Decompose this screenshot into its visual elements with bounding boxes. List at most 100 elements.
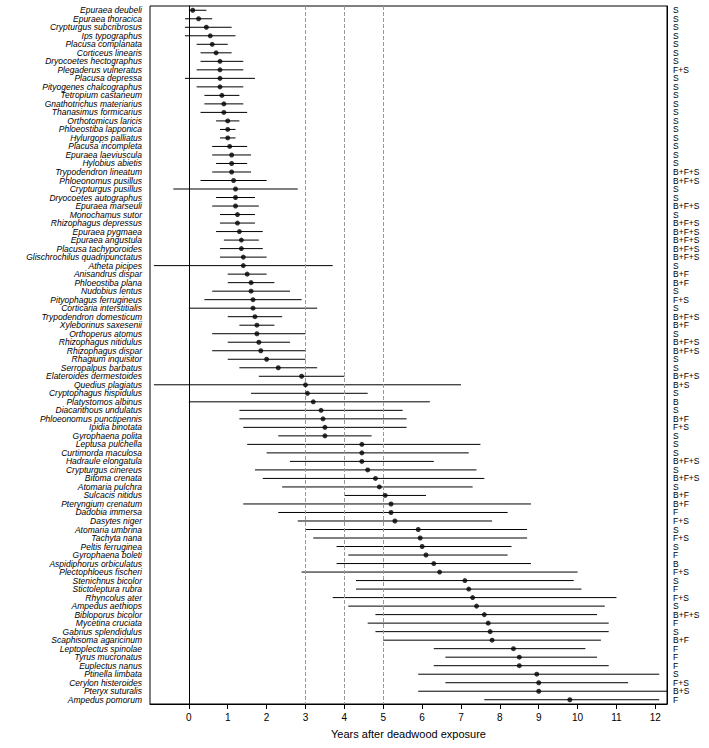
svg-text:F+S: F+S — [673, 64, 689, 75]
svg-text:Epuraea thoracica: Epuraea thoracica — [73, 13, 142, 24]
svg-text:Placusa depressa: Placusa depressa — [74, 73, 142, 84]
svg-text:Peltis ferruginea: Peltis ferruginea — [80, 541, 142, 552]
svg-text:9: 9 — [536, 712, 542, 723]
svg-text:Bibloporus bicolor: Bibloporus bicolor — [74, 609, 142, 620]
svg-text:Curtimorda maculosa: Curtimorda maculosa — [61, 447, 142, 458]
svg-text:Monochamus sutor: Monochamus sutor — [69, 209, 142, 220]
svg-text:Pityogenes chalcographus: Pityogenes chalcographus — [42, 81, 142, 92]
svg-text:Crypturgus subcribrosus: Crypturgus subcribrosus — [49, 22, 142, 33]
svg-text:Xyleborinus saxesenii: Xyleborinus saxesenii — [59, 320, 142, 331]
svg-text:B+F+S: B+F+S — [673, 235, 700, 246]
svg-text:Placusa tachyporoides: Placusa tachyporoides — [56, 243, 142, 254]
svg-text:11: 11 — [611, 712, 622, 723]
svg-text:Dryocoetes autographus: Dryocoetes autographus — [49, 192, 142, 203]
svg-text:Rhizophagus depressus: Rhizophagus depressus — [50, 218, 142, 229]
svg-text:Phloeonomus punctipennis: Phloeonomus punctipennis — [39, 413, 142, 424]
svg-text:Trypodendron domesticum: Trypodendron domesticum — [41, 311, 142, 322]
svg-text:Ptinella limbata: Ptinella limbata — [84, 669, 142, 680]
svg-text:Hadraule elongatula: Hadraule elongatula — [65, 456, 142, 467]
svg-text:Ips typographus: Ips typographus — [81, 30, 142, 41]
svg-text:F: F — [673, 695, 678, 705]
svg-text:Orthoperus atomus: Orthoperus atomus — [69, 328, 142, 339]
svg-text:Epuraea deubeli: Epuraea deubeli — [80, 5, 142, 16]
svg-text:5: 5 — [380, 712, 386, 723]
svg-text:Epuraea angustula: Epuraea angustula — [70, 235, 142, 246]
svg-text:Epuraea pygmaea: Epuraea pygmaea — [72, 226, 142, 237]
svg-text:Rhyncolus ater: Rhyncolus ater — [85, 592, 142, 603]
svg-text:Anisandrus dispar: Anisandrus dispar — [74, 269, 142, 280]
svg-text:Rhagium inquisitor: Rhagium inquisitor — [71, 354, 142, 365]
svg-text:Platystomos albinus: Platystomos albinus — [66, 396, 142, 407]
svg-text:1: 1 — [225, 712, 231, 723]
svg-text:Atomaria pulchra: Atomaria pulchra — [77, 481, 142, 492]
svg-text:Atheta picipes: Atheta picipes — [88, 260, 142, 271]
svg-text:Corticaria interstitialis: Corticaria interstitialis — [61, 303, 142, 314]
svg-text:Quedius plagiatus: Quedius plagiatus — [74, 379, 142, 390]
svg-text:Gyrophaena polita: Gyrophaena polita — [72, 430, 142, 441]
svg-text:Phloeostiba plana: Phloeostiba plana — [74, 277, 142, 288]
svg-text:Stenichnus bicolor: Stenichnus bicolor — [72, 575, 142, 586]
svg-text:Phloeostiba lapponica: Phloeostiba lapponica — [58, 124, 142, 135]
svg-text:Leptoplectus spinolae: Leptoplectus spinolae — [59, 643, 142, 654]
svg-text:8: 8 — [497, 712, 503, 723]
svg-text:Euplectus nanus: Euplectus nanus — [79, 660, 142, 671]
svg-text:B+F: B+F — [673, 277, 689, 288]
svg-text:Years after deadwood exposure: Years after deadwood exposure — [331, 728, 486, 740]
svg-text:7: 7 — [458, 712, 464, 723]
svg-text:B+F+S: B+F+S — [673, 226, 700, 237]
svg-text:B+F+S: B+F+S — [673, 243, 700, 254]
svg-text:Pteryx suturalis: Pteryx suturalis — [83, 686, 142, 697]
svg-text:Bitoma crenata: Bitoma crenata — [84, 473, 142, 484]
svg-text:4: 4 — [342, 712, 348, 723]
svg-text:Corticeus linearis: Corticeus linearis — [76, 47, 142, 58]
svg-text:Thanasimus formicarius: Thanasimus formicarius — [51, 107, 142, 118]
svg-text:Pityophagus ferrugineus: Pityophagus ferrugineus — [50, 294, 142, 305]
svg-text:Dadobia immersa: Dadobia immersa — [75, 507, 142, 518]
svg-text:Orthotomicus laricis: Orthotomicus laricis — [67, 115, 142, 126]
svg-text:B+F: B+F — [673, 269, 689, 280]
svg-text:Placusa complanata: Placusa complanata — [65, 39, 142, 50]
svg-text:Mycetina cruciata: Mycetina cruciata — [75, 618, 142, 629]
svg-text:0: 0 — [186, 712, 192, 723]
svg-text:3: 3 — [303, 712, 309, 723]
svg-text:Ampedus aethiops: Ampedus aethiops — [71, 601, 142, 612]
svg-text:6: 6 — [419, 712, 425, 723]
svg-text:Rhizophagus dispar: Rhizophagus dispar — [66, 345, 142, 356]
svg-text:12: 12 — [650, 712, 662, 723]
svg-text:Ampedus pomorum: Ampedus pomorum — [67, 695, 142, 705]
svg-text:B+F+S: B+F+S — [673, 311, 700, 322]
svg-text:Scaphisoma agaricinum: Scaphisoma agaricinum — [51, 635, 142, 646]
svg-text:Cerylon histeroides: Cerylon histeroides — [69, 677, 142, 688]
svg-text:Hylurgops palliatus: Hylurgops palliatus — [70, 132, 142, 143]
svg-text:Plectophloeus fischeri: Plectophloeus fischeri — [59, 567, 142, 578]
svg-text:Glischrochilus quadripunctatus: Glischrochilus quadripunctatus — [26, 252, 142, 263]
svg-text:Tetropium castaneum: Tetropium castaneum — [60, 90, 142, 101]
svg-text:Hylobius abietis: Hylobius abietis — [82, 158, 142, 169]
svg-text:Elateroides dermestoides: Elateroides dermestoides — [46, 371, 142, 382]
svg-text:Sulcacis nitidus: Sulcacis nitidus — [83, 490, 142, 501]
svg-text:Ipidia binotata: Ipidia binotata — [89, 422, 142, 433]
svg-text:Gabrius splendidulus: Gabrius splendidulus — [62, 626, 142, 637]
svg-text:Aspidiphorus orbiculatus: Aspidiphorus orbiculatus — [49, 558, 142, 569]
svg-text:2: 2 — [264, 712, 270, 723]
svg-text:Phloeonomus pusillus: Phloeonomus pusillus — [59, 175, 142, 186]
svg-text:Crypturgus cinereus: Crypturgus cinereus — [65, 464, 142, 475]
svg-text:B+F+S: B+F+S — [673, 252, 700, 263]
svg-text:Placusa incompleta: Placusa incompleta — [68, 141, 142, 152]
svg-text:Stictoleptura rubra: Stictoleptura rubra — [72, 584, 142, 595]
svg-text:10: 10 — [572, 712, 584, 723]
svg-text:Gnathotrichus materiarius: Gnathotrichus materiarius — [44, 98, 142, 109]
svg-text:F+S: F+S — [673, 294, 689, 305]
svg-text:Tyrus mucronatus: Tyrus mucronatus — [74, 652, 142, 663]
svg-text:Dryocoetes hectographus: Dryocoetes hectographus — [45, 56, 142, 67]
svg-text:Atomaria umbrina: Atomaria umbrina — [74, 524, 142, 535]
svg-text:Diacanthous undulatus: Diacanthous undulatus — [55, 405, 142, 416]
svg-text:Plegaderus vulneratus: Plegaderus vulneratus — [57, 64, 142, 75]
svg-text:B+F+S: B+F+S — [673, 218, 700, 229]
svg-text:Serropalpus barbatus: Serropalpus barbatus — [60, 362, 142, 373]
svg-text:B+F+S: B+F+S — [673, 175, 700, 186]
svg-text:Nudobius lentus: Nudobius lentus — [81, 286, 142, 297]
svg-text:Rhizophagus nitidulus: Rhizophagus nitidulus — [58, 337, 142, 348]
svg-text:Cryptophagus hispidulus: Cryptophagus hispidulus — [48, 388, 142, 399]
svg-text:Leptusa pulchella: Leptusa pulchella — [75, 439, 142, 450]
